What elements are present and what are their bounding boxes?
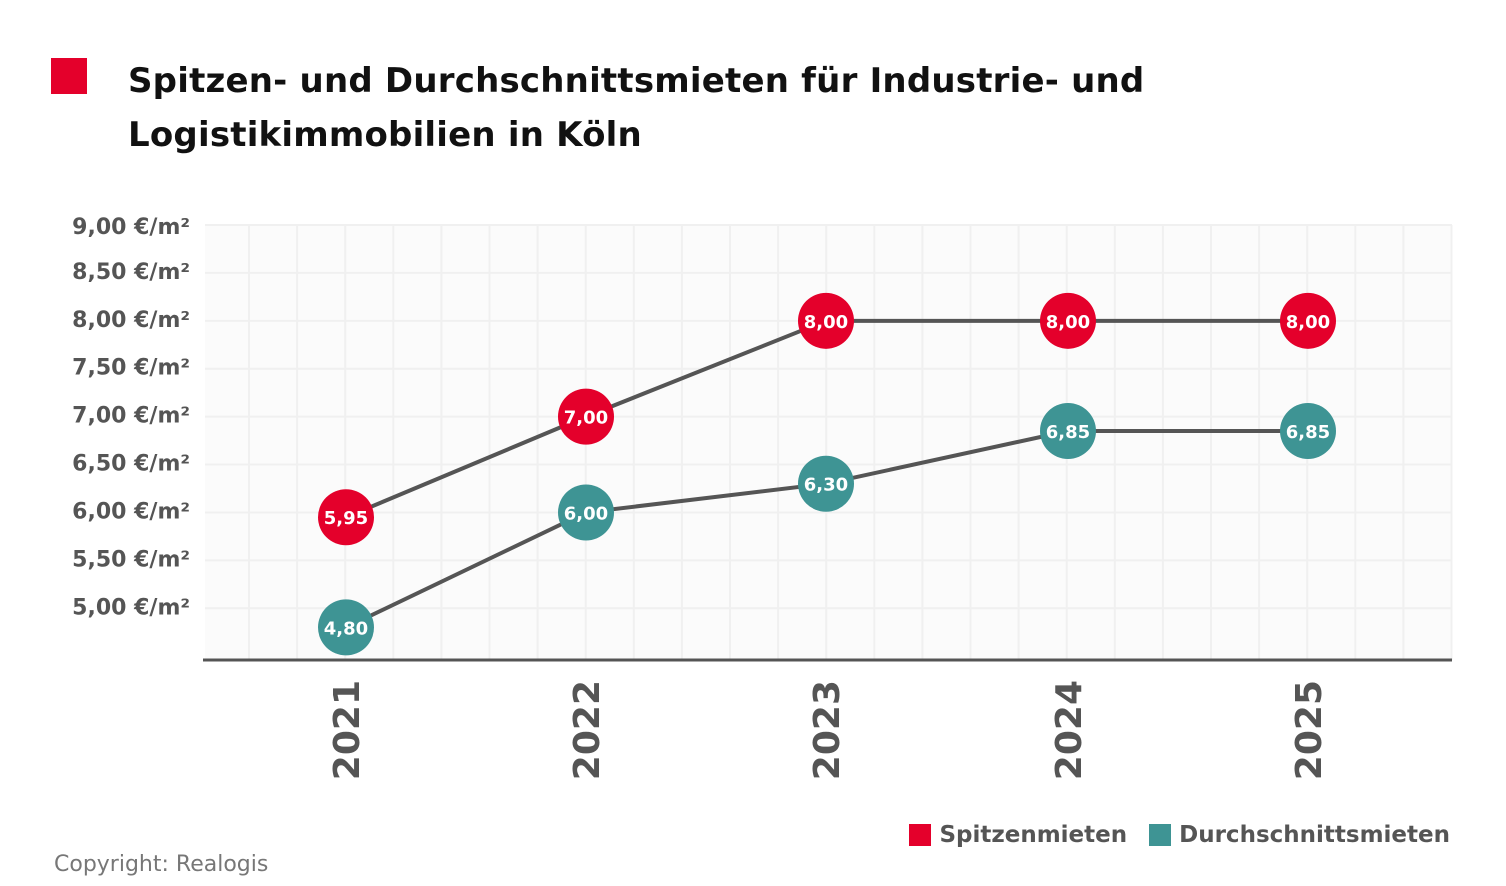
data-point: 6,30 [798,455,854,512]
data-point-marker [1040,292,1096,349]
legend-label: Spitzenmieten [939,822,1128,848]
x-tick-label: 2024 [1049,680,1090,780]
legend-label: Durchschnittsmieten [1179,822,1450,848]
data-point: 4,80 [318,599,374,656]
data-point-marker [558,388,614,445]
x-tick-label: 2025 [1289,680,1330,780]
data-label: 8,00 [1046,312,1090,333]
data-label: 8,00 [804,312,848,333]
data-label: 6,30 [804,475,848,496]
data-point: 6,85 [1280,403,1336,460]
data-point-marker [798,292,854,349]
data-point-marker [1280,403,1336,460]
legend-swatch [909,824,932,846]
y-tick-label: 5,00 €/m² [72,595,190,620]
data-point-marker [318,599,374,656]
x-tick-label: 2021 [327,680,368,780]
y-tick-label: 5,50 €/m² [72,547,190,572]
y-tick-label: 6,50 €/m² [72,452,190,477]
x-tick-label: 2023 [807,680,848,780]
data-point: 8,00 [1040,292,1096,349]
data-point: 6,00 [558,484,614,541]
data-label: 6,85 [1286,422,1330,443]
y-tick-label: 9,00 €/m² [72,215,190,240]
data-point-marker [1280,292,1336,349]
data-label: 5,95 [324,508,368,529]
plot-area [205,225,1452,660]
data-point: 6,85 [1040,403,1096,460]
data-label: 6,00 [564,503,608,524]
data-point-marker [558,484,614,541]
data-label: 7,00 [564,408,608,429]
legend-swatch [1149,824,1172,846]
legend-item-spitzenmieten: Spitzenmieten [909,822,1127,848]
y-tick-label: 8,00 €/m² [72,308,190,333]
data-point: 8,00 [798,292,854,349]
data-point: 8,00 [1280,292,1336,349]
data-point-marker [1040,403,1096,460]
legend-item-durchschnittsmieten: Durchschnittsmieten [1149,822,1450,848]
data-point-marker [798,455,854,512]
y-tick-label: 7,00 €/m² [72,404,190,429]
data-label: 6,85 [1046,422,1090,443]
data-label: 4,80 [324,618,368,639]
data-point: 7,00 [558,388,614,445]
x-tick-label: 2022 [567,680,608,780]
data-label: 8,00 [1286,312,1330,333]
copyright: Copyright: Realogis [54,852,269,877]
data-point-marker [318,489,374,546]
title-marker [51,58,87,94]
y-tick-label: 6,00 €/m² [72,499,190,524]
y-tick-label: 8,50 €/m² [72,260,190,285]
chart-title: Spitzen- und Durchschnittsmieten für Ind… [128,61,1145,155]
data-point: 5,95 [318,489,374,546]
legend: Spitzenmieten Durchschnittsmieten [887,822,1450,848]
y-tick-label: 7,50 €/m² [72,356,190,381]
